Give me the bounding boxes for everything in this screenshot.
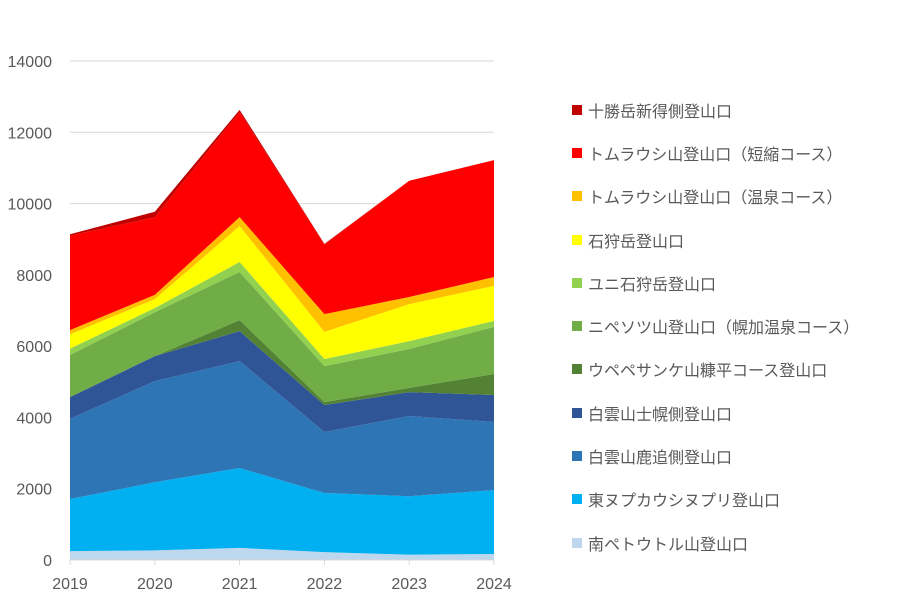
y-tick-labels: 0 2000 4000 6000 8000 10000 12000 14000 [8, 54, 53, 570]
legend-item: 石狩岳登山口 [572, 218, 859, 261]
x-tick-label: 2024 [476, 576, 512, 593]
legend-swatch [572, 451, 582, 462]
legend-label: 東ヌプカウシヌプリ登山口 [588, 491, 781, 511]
y-tick-label: 2000 [16, 482, 52, 499]
legend-label: 白雲山鹿追側登山口 [588, 448, 733, 468]
y-tick-label: 0 [43, 553, 52, 570]
legend-label: ニペソツ山登山口（幌加温泉コース） [588, 318, 860, 338]
legend-swatch [572, 321, 582, 332]
legend-swatch [572, 191, 582, 202]
legend-label: ウペペサンケ山糠平コース登山口 [588, 361, 828, 381]
legend-label: 白雲山士幌側登山口 [588, 404, 733, 424]
x-tick-label: 2019 [52, 576, 88, 593]
area-series-8 [70, 217, 494, 335]
area-series-10 [70, 109, 494, 245]
y-tick-label: 6000 [16, 339, 52, 356]
area-series-3 [70, 331, 494, 433]
area-series-0 [70, 547, 494, 560]
area-series-6 [70, 262, 494, 367]
area-series-4 [70, 320, 494, 405]
x-tick-label: 2022 [307, 576, 343, 593]
legend-swatch [572, 494, 582, 505]
area-series-group [70, 109, 494, 560]
area-series-1 [70, 468, 494, 555]
legend-swatch [572, 147, 582, 158]
area-series-5 [70, 272, 494, 403]
y-tick-label: 10000 [8, 197, 53, 214]
area-series-9 [70, 111, 494, 331]
legend-item: 南ペトウトル山登山口 [572, 521, 859, 564]
legend-swatch [572, 277, 582, 288]
legend-label: ユニ石狩岳登山口 [588, 274, 717, 294]
legend-swatch [572, 104, 582, 115]
y-tick-label: 4000 [16, 410, 52, 427]
legend: 十勝岳新得側登山口トムラウシ山登山口（短縮コース） トムラウシ山登山口（温泉コース… [572, 88, 859, 564]
area-series-2 [70, 361, 494, 500]
legend-label: 南ペトウトル山登山口 [588, 534, 749, 554]
legend-item: ニペソツ山登山口（幌加温泉コース） [572, 304, 859, 347]
legend-item: トムラウシ山登山口（温泉コース） [572, 175, 859, 218]
legend-item: 白雲山士幌側登山口 [572, 391, 859, 434]
legend-item: ウペペサンケ山糠平コース登山口 [572, 348, 859, 391]
legend-label: トムラウシ山登山口（温泉コース） [588, 188, 843, 208]
x-tick-label: 2020 [137, 576, 173, 593]
legend-item: ユニ石狩岳登山口 [572, 261, 859, 304]
x-tick-label: 2023 [391, 576, 427, 593]
y-tick-label: 14000 [8, 54, 53, 71]
legend-item: 東ヌプカウシヌプリ登山口 [572, 478, 859, 521]
legend-item: トムラウシ山登山口（短縮コース） [572, 131, 859, 174]
legend-item: 十勝岳新得側登山口 [572, 88, 859, 131]
legend-label: 石狩岳登山口 [588, 231, 685, 251]
legend-swatch [572, 364, 582, 375]
y-tick-label: 8000 [16, 268, 52, 285]
legend-label: トムラウシ山登山口（短縮コース） [588, 144, 843, 164]
x-tick-label: 2021 [222, 576, 258, 593]
legend-swatch [572, 537, 582, 548]
legend-item: 白雲山鹿追側登山口 [572, 434, 859, 477]
legend-label: 十勝岳新得側登山口 [588, 101, 733, 121]
legend-swatch [572, 234, 582, 245]
y-tick-label: 12000 [8, 125, 53, 142]
x-tick-labels: 2019 2020 2021 2022 2023 2024 [52, 560, 512, 593]
area-series-7 [70, 226, 494, 359]
legend-swatch [572, 407, 582, 418]
